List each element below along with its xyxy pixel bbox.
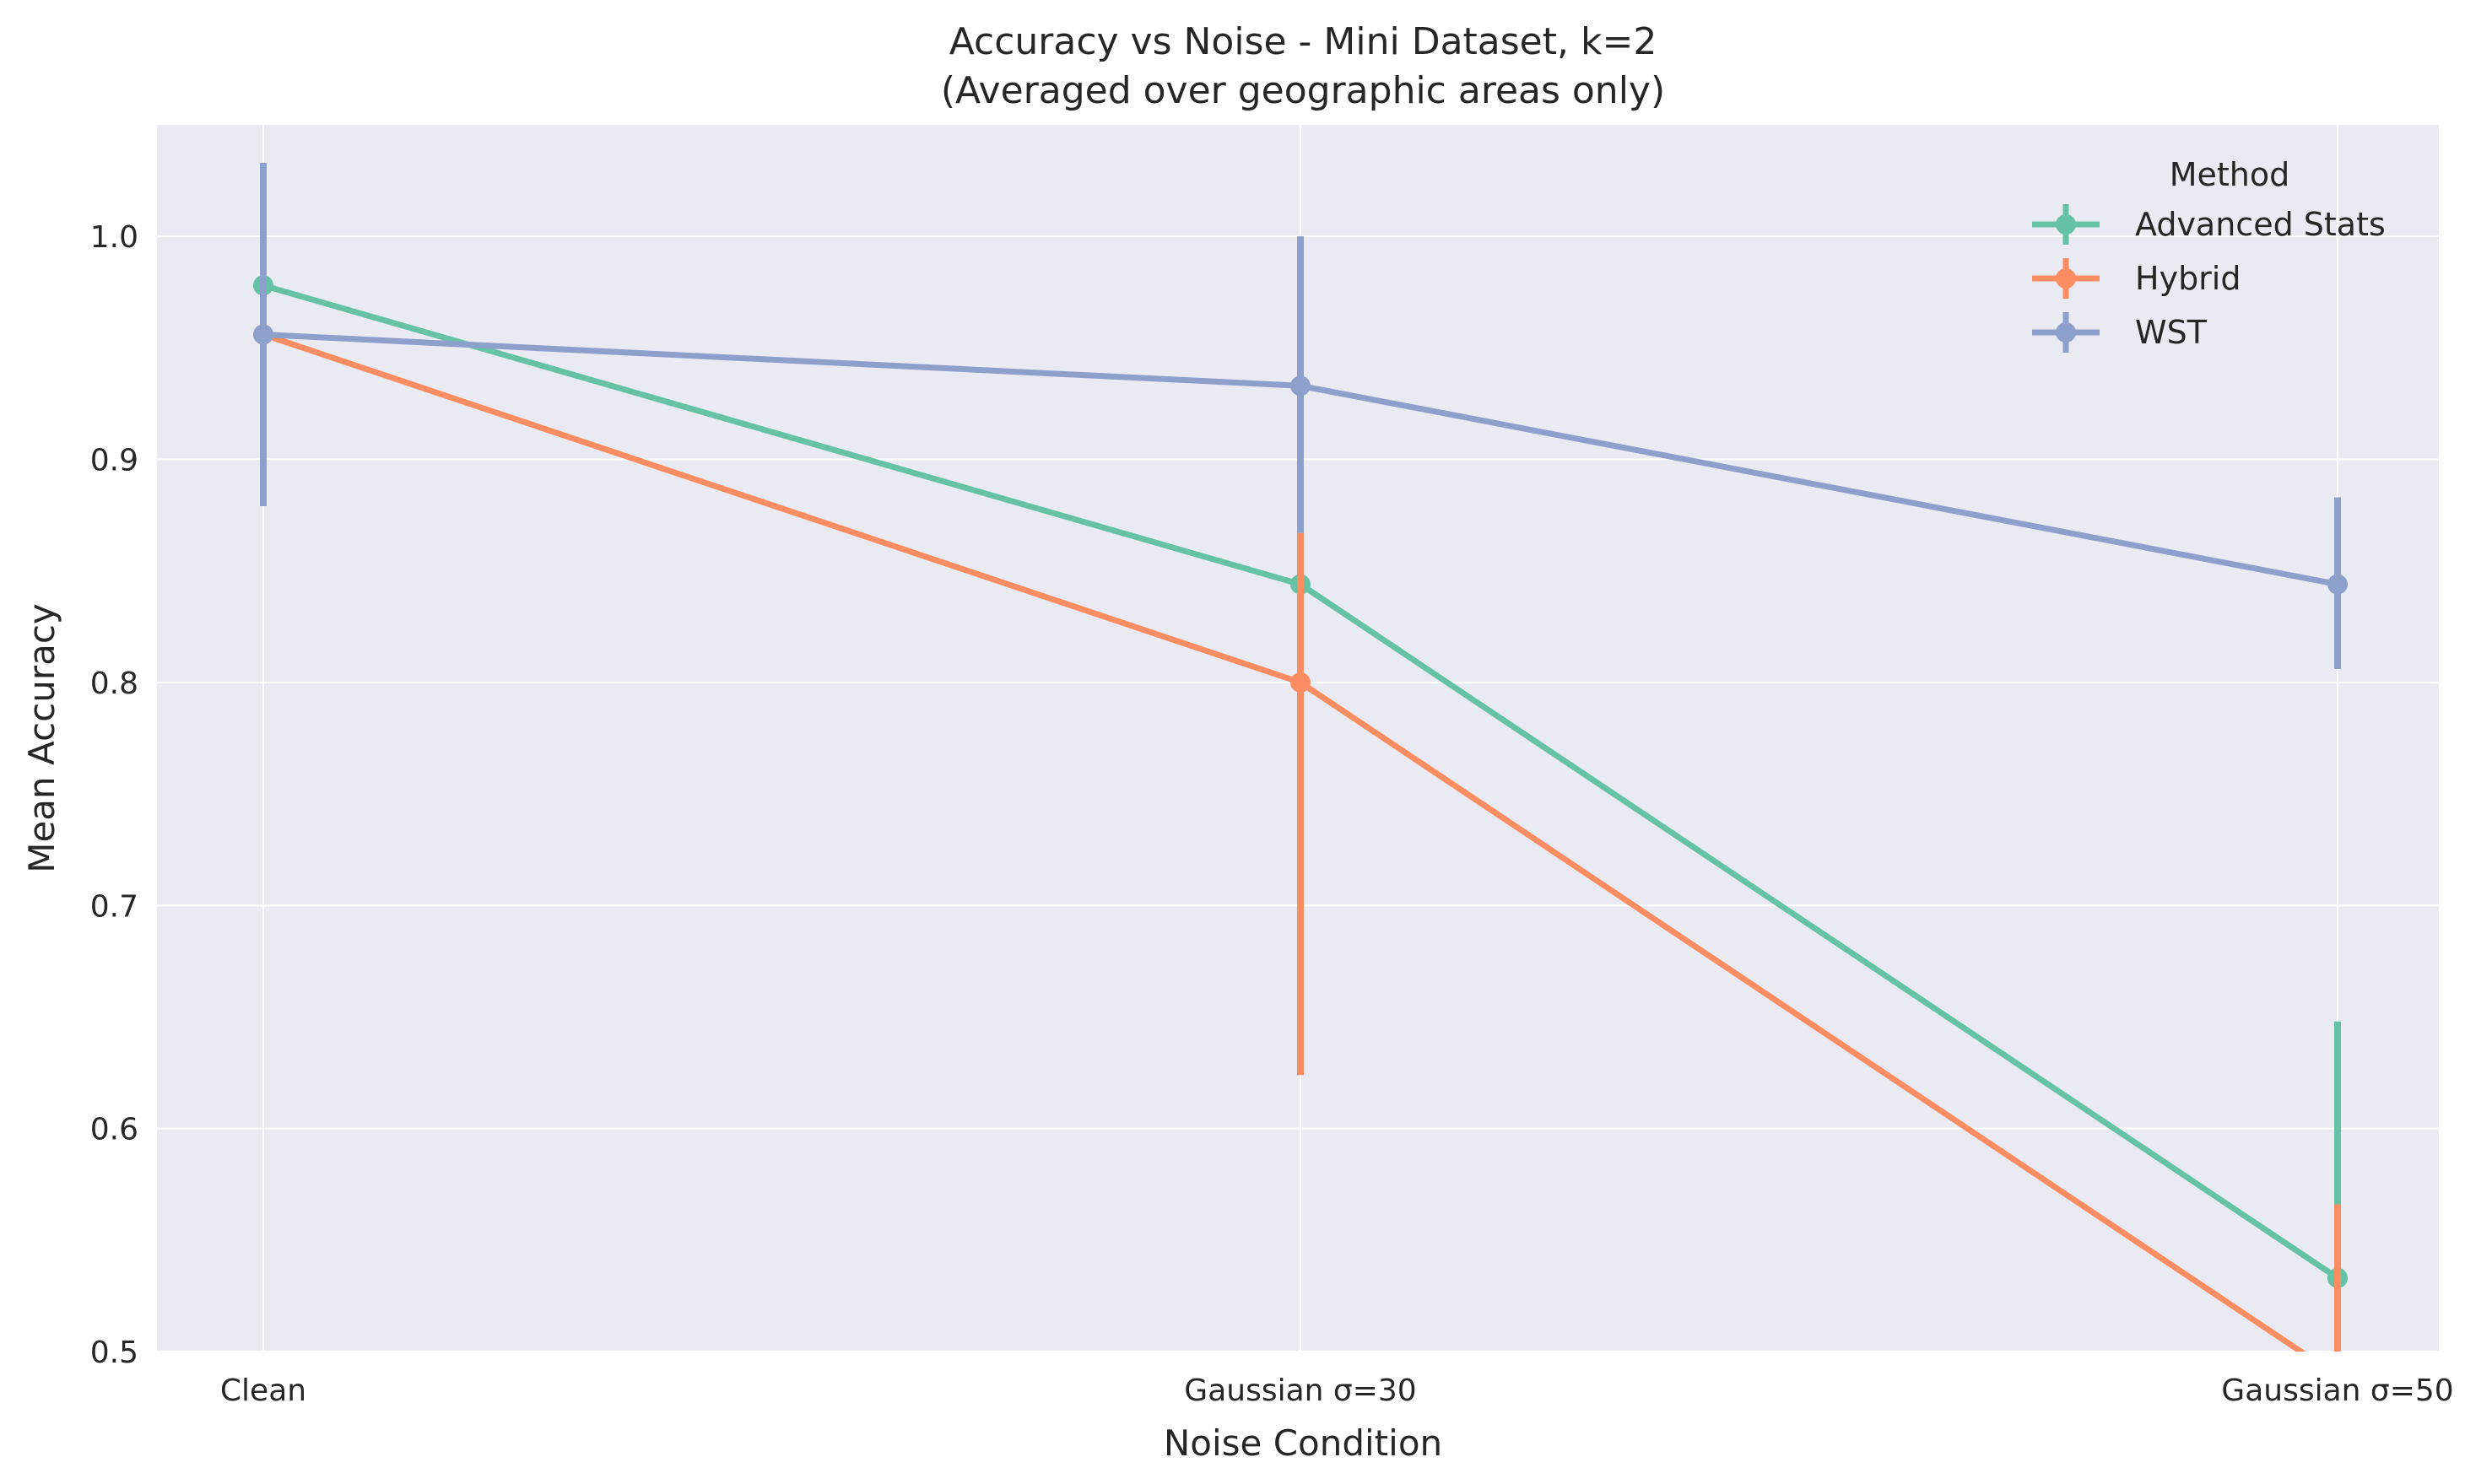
data-point <box>1290 672 1311 693</box>
data-point <box>1290 375 1311 397</box>
legend-label: WST <box>2135 314 2208 351</box>
series-wst <box>253 162 2348 670</box>
y-tick-label: 0.5 <box>90 1336 138 1370</box>
y-tick-label: 0.6 <box>90 1113 138 1147</box>
data-point <box>253 324 273 345</box>
legend-marker <box>2056 268 2076 289</box>
y-tick-label: 0.8 <box>90 666 138 701</box>
x-tick-label: Clean <box>220 1373 306 1408</box>
legend-label: Advanced Stats <box>2135 206 2386 243</box>
legend-title: Method <box>2170 156 2290 193</box>
series-layer <box>253 162 2348 1352</box>
y-axis-ticks: 0.5 0.6 0.7 0.8 0.9 1.0 <box>90 220 138 1370</box>
x-tick-label: Gaussian σ=30 <box>1184 1373 1416 1408</box>
y-tick-label: 0.9 <box>90 444 138 478</box>
y-tick-label: 1.0 <box>90 220 138 255</box>
x-tick-label: Gaussian σ=50 <box>2221 1373 2453 1408</box>
legend-marker <box>2056 322 2076 343</box>
x-axis-label: Noise Condition <box>1164 1422 1442 1464</box>
chart-title: Accuracy vs Noise - Mini Dataset, k=2 <box>949 20 1657 63</box>
y-tick-label: 0.7 <box>90 889 138 924</box>
x-axis-ticks: Clean Gaussian σ=30 Gaussian σ=50 <box>220 1373 2454 1408</box>
y-axis-label: Mean Accuracy <box>21 603 62 873</box>
chart-subtitle: (Averaged over geographic areas only) <box>941 69 1665 112</box>
data-point <box>2327 574 2348 595</box>
legend-label: Hybrid <box>2135 260 2241 297</box>
legend: Method Advanced Stats Hybrid WST <box>2032 156 2386 353</box>
legend-marker <box>2056 214 2076 235</box>
